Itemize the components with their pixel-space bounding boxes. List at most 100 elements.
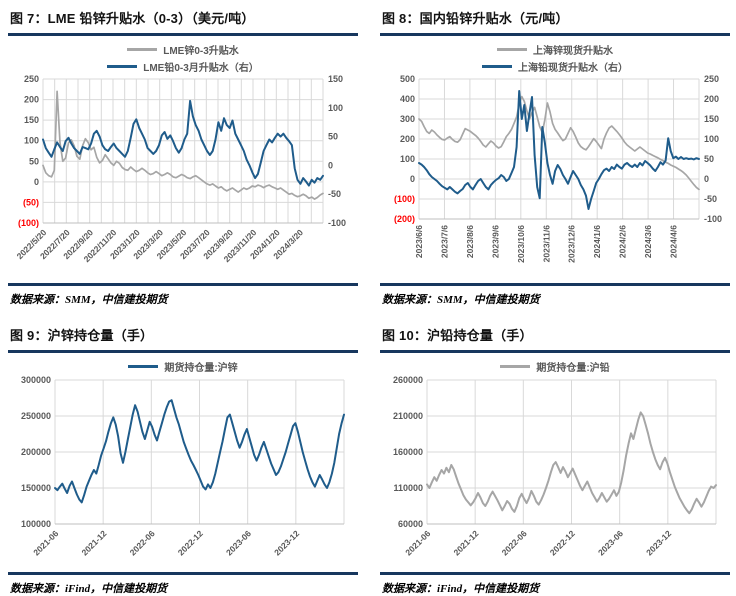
svg-text:2023-12: 2023-12 xyxy=(272,528,301,557)
svg-text:200: 200 xyxy=(400,134,415,144)
svg-text:-50: -50 xyxy=(328,189,341,199)
svg-text:2021-12: 2021-12 xyxy=(451,528,480,557)
chart-bottom-divider xyxy=(380,283,730,286)
svg-text:2023/12/6: 2023/12/6 xyxy=(567,225,577,263)
legend-label: 期货持仓量:沪铅 xyxy=(536,363,610,374)
chart-panel-fig9: 图 9：沪锌持仓量（手） 期货持仓量:沪锌 300000 250000 200000… xyxy=(8,321,358,596)
svg-text:100000: 100000 xyxy=(21,519,51,529)
svg-text:210000: 210000 xyxy=(393,411,423,421)
chart-title-fig7: 图 7：LME 铅锌升贴水（0-3）（美元/吨） xyxy=(10,11,255,26)
svg-text:60000: 60000 xyxy=(398,519,423,529)
legend-label: 上海铅现货升贴水（右） xyxy=(518,63,628,74)
svg-text:2022-06: 2022-06 xyxy=(128,528,157,557)
svg-text:2022-12: 2022-12 xyxy=(176,528,205,557)
svg-text:2023/8/6: 2023/8/6 xyxy=(465,225,475,258)
svg-text:500: 500 xyxy=(400,74,415,84)
title-divider xyxy=(380,33,730,36)
svg-text:100: 100 xyxy=(24,136,39,146)
legend-item: LME铅0-3月升贴水（右） xyxy=(107,59,259,74)
svg-text:2023-12: 2023-12 xyxy=(644,528,673,557)
legend-line-icon xyxy=(482,65,512,68)
svg-text:300000: 300000 xyxy=(21,375,51,385)
svg-text:260000: 260000 xyxy=(393,375,423,385)
chart-canvas-fig9: 300000 250000 200000 150000 100000 2021-06 202… xyxy=(8,374,358,570)
svg-text:2021-12: 2021-12 xyxy=(79,528,108,557)
svg-text:150: 150 xyxy=(328,74,343,84)
chart-panel-fig7: 图 7：LME 铅锌升贴水（0-3）（美元/吨） LME锌0-3升贴水 LME铅… xyxy=(8,4,358,307)
legend-line-icon xyxy=(107,65,138,68)
chart-legend-fig7: LME锌0-3升贴水 LME铅0-3月升贴水（右） xyxy=(8,42,358,74)
svg-text:150: 150 xyxy=(24,115,39,125)
svg-text:100: 100 xyxy=(328,103,343,113)
svg-text:2024/2/6: 2024/2/6 xyxy=(618,225,628,258)
svg-text:(200): (200) xyxy=(394,214,415,224)
svg-text:0: 0 xyxy=(34,177,39,187)
chart-legend-fig10: 期货持仓量:沪铅 xyxy=(380,359,730,374)
svg-text:200: 200 xyxy=(24,95,39,105)
legend-line-icon xyxy=(497,48,527,51)
svg-text:0: 0 xyxy=(328,160,333,170)
legend-item: 上海锌现货升贴水 xyxy=(497,42,613,57)
svg-text:250: 250 xyxy=(24,74,39,84)
legend-label: LME锌0-3升贴水 xyxy=(163,46,239,57)
svg-text:2023/11/6: 2023/11/6 xyxy=(541,225,551,263)
svg-text:0: 0 xyxy=(410,174,415,184)
svg-text:(100): (100) xyxy=(18,218,39,228)
data-source-fig10: 数据来源：iFind，中信建投期货 xyxy=(382,583,540,595)
svg-text:300: 300 xyxy=(400,114,415,124)
svg-text:150: 150 xyxy=(704,114,719,124)
chart-legend-fig9: 期货持仓量:沪锌 xyxy=(8,359,358,374)
svg-text:2021-06: 2021-06 xyxy=(31,528,60,557)
svg-text:250: 250 xyxy=(704,74,719,84)
svg-text:250000: 250000 xyxy=(21,411,51,421)
svg-text:(100): (100) xyxy=(394,194,415,204)
svg-text:50: 50 xyxy=(704,154,714,164)
legend-label: 期货持仓量:沪锌 xyxy=(164,363,238,374)
title-divider xyxy=(380,350,730,353)
data-source-fig9: 数据来源：iFind，中信建投期货 xyxy=(10,583,168,595)
svg-text:110000: 110000 xyxy=(393,483,423,493)
svg-text:2022-12: 2022-12 xyxy=(548,528,577,557)
svg-text:2022-06: 2022-06 xyxy=(500,528,529,557)
svg-text:200: 200 xyxy=(704,94,719,104)
svg-text:0: 0 xyxy=(704,174,709,184)
svg-text:200000: 200000 xyxy=(21,447,51,457)
legend-item: 期货持仓量:沪铅 xyxy=(500,359,610,374)
data-source-fig8: 数据来源：SMM，中信建投期货 xyxy=(382,294,540,306)
svg-text:100: 100 xyxy=(704,134,719,144)
data-source-fig7: 数据来源：SMM，中信建投期货 xyxy=(10,294,168,306)
svg-text:160000: 160000 xyxy=(393,447,423,457)
chart-panel-fig10: 图 10：沪铅持仓量（手） 期货持仓量:沪铅 260000 210000 16000… xyxy=(380,321,730,596)
chart-canvas-fig7: 250 200 150 100 50 0 (50) (100) 150 100 50 0 -50 -100… xyxy=(8,74,358,281)
svg-text:2024/1/6: 2024/1/6 xyxy=(592,225,602,258)
legend-item: LME锌0-3升贴水 xyxy=(127,42,239,57)
svg-text:150000: 150000 xyxy=(21,483,51,493)
svg-text:2024/4/6: 2024/4/6 xyxy=(669,225,679,258)
svg-text:-50: -50 xyxy=(704,194,717,204)
title-divider xyxy=(8,350,358,353)
svg-text:100: 100 xyxy=(400,154,415,164)
chart-legend-fig8: 上海锌现货升贴水 上海铅现货升贴水（右） xyxy=(380,42,730,74)
svg-text:2023/10/6: 2023/10/6 xyxy=(516,225,526,263)
legend-line-icon xyxy=(127,48,158,51)
legend-line-icon xyxy=(500,365,531,368)
chart-bottom-divider xyxy=(380,572,730,575)
chart-bottom-divider xyxy=(8,572,358,575)
legend-line-icon xyxy=(128,365,159,368)
svg-text:-100: -100 xyxy=(328,218,346,228)
svg-text:2023-06: 2023-06 xyxy=(224,528,253,557)
svg-text:2024/3/6: 2024/3/6 xyxy=(643,225,653,258)
svg-text:(50): (50) xyxy=(23,197,39,207)
svg-text:2023/7/6: 2023/7/6 xyxy=(439,225,449,258)
svg-text:2023/9/6: 2023/9/6 xyxy=(490,225,500,258)
chart-bottom-divider xyxy=(8,283,358,286)
legend-label: LME铅0-3月升贴水（右） xyxy=(143,63,259,74)
svg-text:-100: -100 xyxy=(704,214,722,224)
svg-text:2023/6/6: 2023/6/6 xyxy=(414,225,424,258)
svg-text:2023-06: 2023-06 xyxy=(596,528,625,557)
chart-canvas-fig8: 500 400 300 200 100 0 (100) (200) 250 200 150 100 50… xyxy=(380,74,730,281)
chart-title-fig9: 图 9：沪锌持仓量（手） xyxy=(10,328,154,343)
chart-title-fig10: 图 10：沪铅持仓量（手） xyxy=(382,328,533,343)
chart-title-fig8: 图 8：国内铅锌升贴水（元/吨） xyxy=(382,11,569,26)
svg-text:50: 50 xyxy=(29,156,39,166)
